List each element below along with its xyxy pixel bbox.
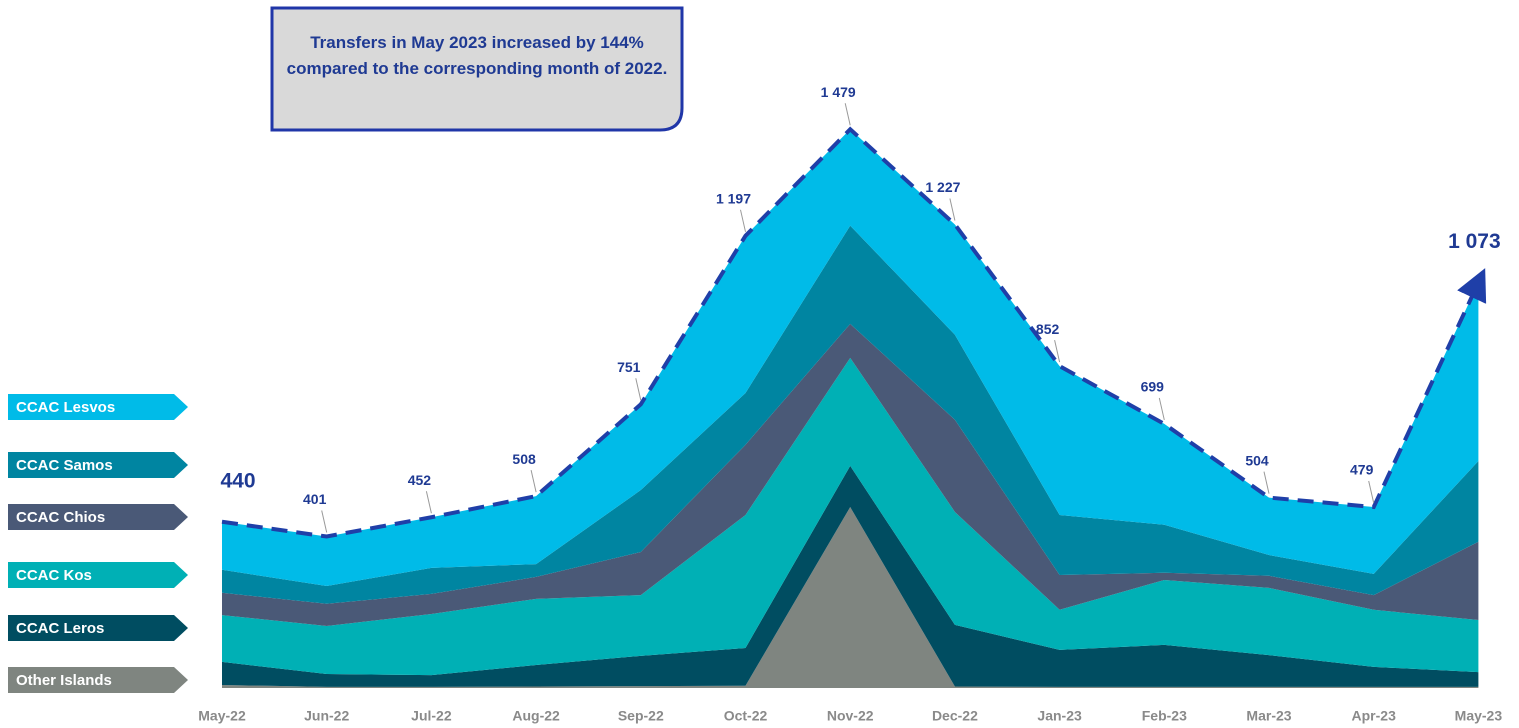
legend-tag: [8, 667, 188, 693]
area: [222, 323, 1479, 627]
legend-label: CCAC Leros: [16, 620, 104, 637]
x-tick-label: Sep-22: [618, 708, 664, 724]
total-label: 1 479: [821, 84, 856, 100]
area: [222, 225, 1479, 604]
legend-label: CCAC Chios: [16, 509, 105, 526]
area: [222, 465, 1479, 687]
x-tick-label: May-22: [198, 708, 246, 724]
x-tick-label: Feb-23: [1142, 708, 1187, 724]
leader-line: [844, 103, 851, 126]
legend-tag: [8, 394, 188, 420]
leader-line: [1158, 397, 1165, 421]
x-tick-label: Nov-22: [827, 708, 874, 724]
x-tick-label: Mar-23: [1246, 708, 1291, 724]
x-tick-label: May-23: [1455, 708, 1503, 724]
area: [222, 357, 1479, 676]
total-label: 1 073: [1448, 230, 1501, 253]
total-label: 1 197: [716, 191, 751, 207]
x-tick-label: Oct-22: [724, 708, 768, 724]
leader-line: [1054, 340, 1061, 363]
legend-tag: [8, 452, 188, 478]
x-tick-label: Apr-23: [1352, 708, 1397, 724]
legend-label: CCAC Lesvos: [16, 399, 115, 416]
total-label: 852: [1036, 321, 1060, 337]
legend-label: Other Islands: [16, 672, 112, 689]
legend-tag: [8, 615, 188, 641]
leader-line: [321, 510, 328, 533]
total-label: 504: [1245, 452, 1269, 468]
x-tick-label: Aug-22: [512, 708, 560, 724]
total-label: 751: [617, 359, 641, 375]
legend-tag: [8, 562, 188, 588]
leader-line: [1368, 480, 1375, 504]
annotation-box: [270, 6, 684, 132]
x-tick-label: Dec-22: [932, 708, 978, 724]
x-tick-label: Jul-22: [411, 708, 452, 724]
leader-line: [1263, 471, 1270, 494]
leader-line: [425, 491, 432, 514]
x-tick-label: Jun-22: [304, 708, 349, 724]
total-label: 508: [512, 451, 536, 467]
area: [222, 129, 1479, 586]
total-label: 1 227: [925, 179, 960, 195]
area: [222, 507, 1479, 688]
leader-line: [740, 209, 746, 232]
leader-line: [530, 469, 537, 493]
legend-tag: [8, 504, 188, 530]
total-label: 452: [408, 472, 432, 488]
legend-label: CCAC Kos: [16, 567, 92, 584]
x-tick-label: Jan-23: [1037, 708, 1082, 724]
annotation: Transfers in May 2023 increased by 144% …: [286, 33, 668, 78]
total-label: 401: [303, 491, 327, 507]
total-label: 699: [1141, 379, 1165, 395]
total-label: 479: [1350, 462, 1374, 478]
leader-line: [635, 378, 642, 401]
legend-label: CCAC Samos: [16, 457, 113, 474]
total-label: 440: [220, 469, 255, 492]
total-line: [221, 126, 1487, 539]
leader-line: [949, 198, 956, 221]
